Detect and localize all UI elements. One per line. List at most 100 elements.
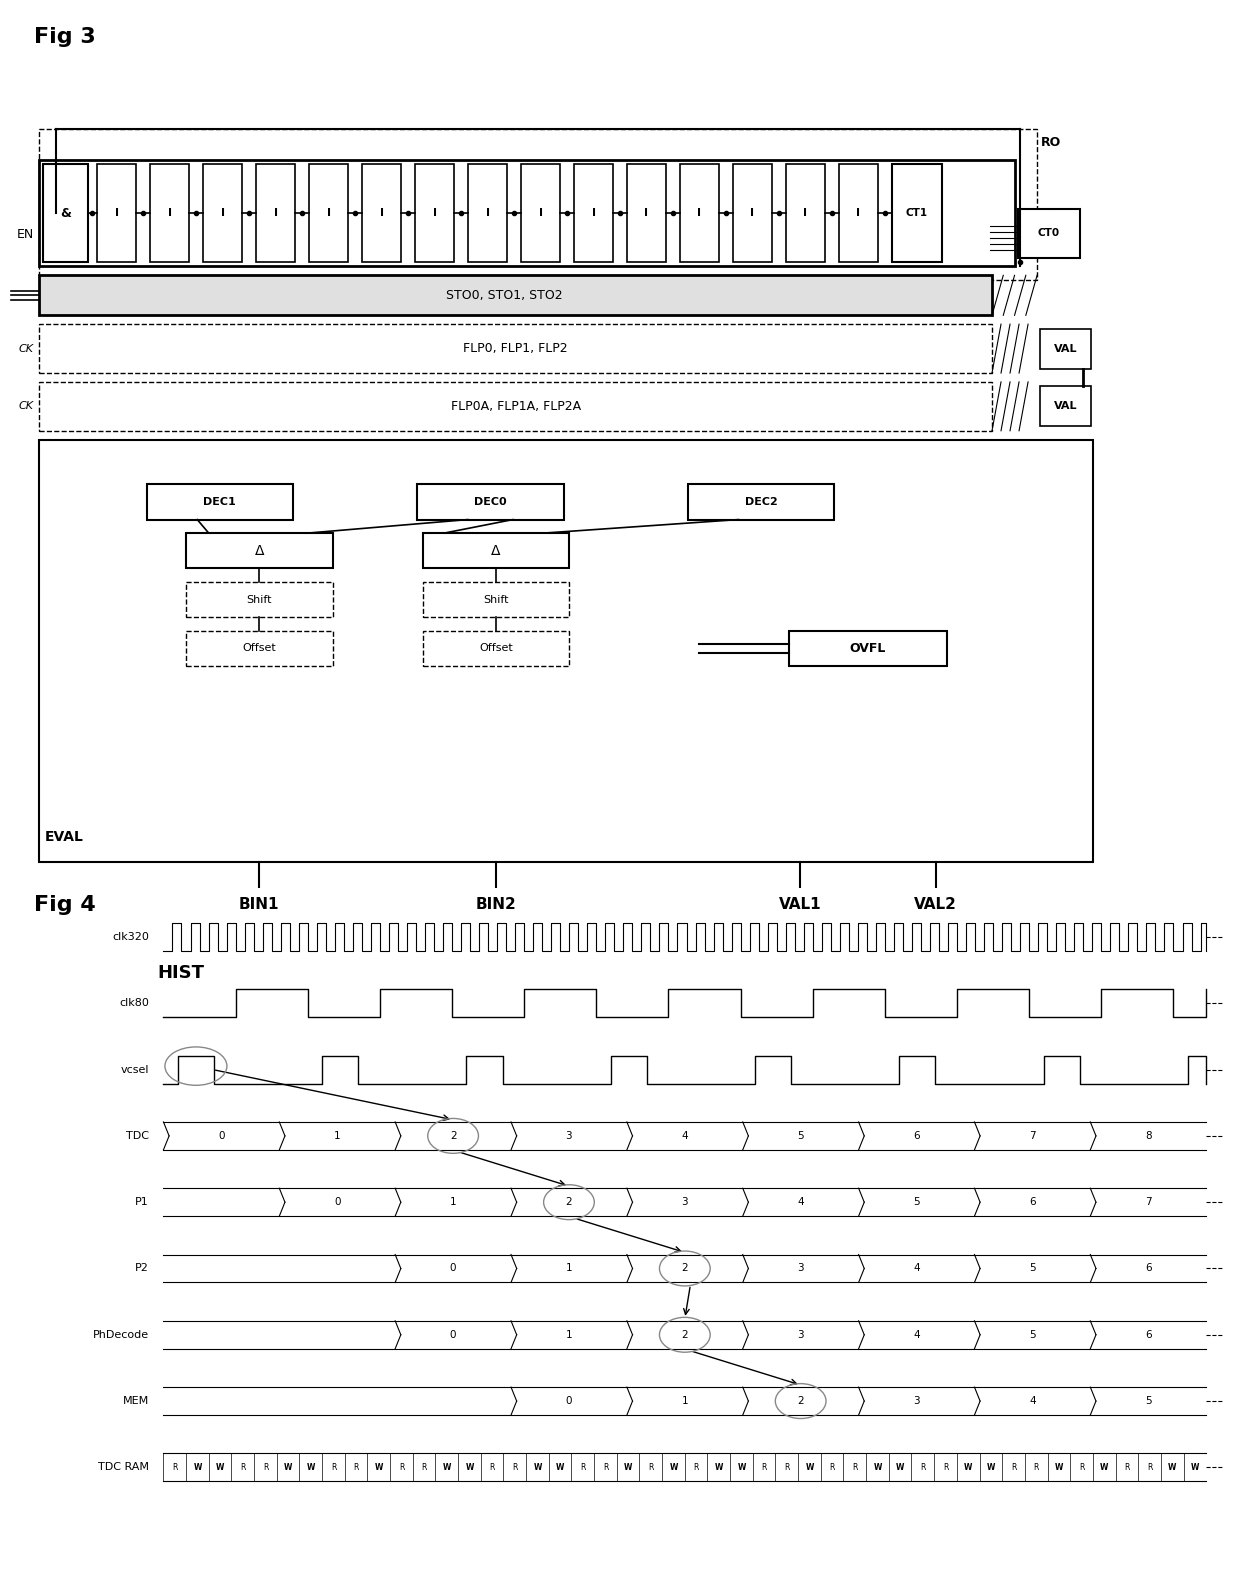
Text: 6: 6 — [913, 1131, 920, 1140]
Text: 6: 6 — [1145, 1329, 1152, 1340]
Bar — [688, 484, 835, 520]
Text: I: I — [645, 208, 649, 219]
Bar — [40, 128, 1037, 279]
Text: R: R — [172, 1462, 177, 1472]
Text: I: I — [857, 208, 861, 219]
Text: CK: CK — [19, 401, 33, 411]
Bar — [40, 439, 1094, 861]
Text: Δ: Δ — [254, 544, 264, 558]
Text: VAL: VAL — [1054, 401, 1078, 411]
Text: R: R — [852, 1462, 858, 1472]
Bar — [40, 160, 1014, 266]
Text: 4: 4 — [1029, 1396, 1035, 1407]
Text: 6: 6 — [1029, 1197, 1035, 1207]
Text: TDC RAM: TDC RAM — [98, 1462, 149, 1472]
Text: 1: 1 — [450, 1197, 456, 1207]
Text: 3: 3 — [797, 1329, 804, 1340]
Text: W: W — [805, 1462, 813, 1472]
Bar — [186, 631, 332, 666]
Text: HIST: HIST — [157, 964, 205, 982]
Text: 2: 2 — [682, 1264, 688, 1274]
Text: P2: P2 — [135, 1264, 149, 1274]
Text: Fig 4: Fig 4 — [33, 895, 95, 915]
Bar — [1040, 387, 1091, 427]
Text: clk80: clk80 — [119, 998, 149, 1009]
Text: 4: 4 — [797, 1197, 804, 1207]
Bar — [1040, 328, 1091, 368]
Text: I: I — [486, 208, 490, 219]
Text: W: W — [465, 1462, 474, 1472]
Text: VAL1: VAL1 — [779, 898, 822, 912]
Text: R: R — [331, 1462, 336, 1472]
Text: 0: 0 — [450, 1264, 456, 1274]
Text: 3: 3 — [565, 1131, 573, 1140]
Text: 5: 5 — [1029, 1264, 1035, 1274]
Text: W: W — [443, 1462, 451, 1472]
Text: R: R — [830, 1462, 835, 1472]
Bar — [186, 533, 332, 568]
Text: 8: 8 — [1145, 1131, 1152, 1140]
Text: I: I — [804, 208, 807, 219]
Text: 4: 4 — [682, 1131, 688, 1140]
Bar — [417, 484, 564, 520]
Text: DEC0: DEC0 — [474, 496, 507, 508]
Text: R: R — [1125, 1462, 1130, 1472]
Text: 1: 1 — [682, 1396, 688, 1407]
Text: R: R — [1011, 1462, 1017, 1472]
Text: W: W — [284, 1462, 293, 1472]
Text: W: W — [987, 1462, 994, 1472]
Text: 3: 3 — [682, 1197, 688, 1207]
Text: BIN1: BIN1 — [239, 898, 279, 912]
Text: 1: 1 — [565, 1329, 573, 1340]
Text: 0: 0 — [565, 1396, 572, 1407]
Text: R: R — [512, 1462, 517, 1472]
Bar — [1018, 209, 1080, 257]
Text: P1: P1 — [135, 1197, 149, 1207]
Text: VAL: VAL — [1054, 344, 1078, 354]
Text: W: W — [306, 1462, 315, 1472]
Text: 3: 3 — [913, 1396, 920, 1407]
Text: I: I — [591, 208, 595, 219]
Text: FLP0A, FLP1A, FLP2A: FLP0A, FLP1A, FLP2A — [450, 400, 580, 412]
Text: 1: 1 — [565, 1264, 573, 1274]
Text: I: I — [326, 208, 331, 219]
Text: 2: 2 — [682, 1329, 688, 1340]
Text: W: W — [963, 1462, 972, 1472]
Text: CT1: CT1 — [906, 208, 928, 219]
Bar — [255, 165, 295, 262]
Bar — [626, 165, 666, 262]
Text: 3: 3 — [797, 1264, 804, 1274]
Bar — [733, 165, 773, 262]
Bar — [838, 165, 878, 262]
Text: 0: 0 — [218, 1131, 224, 1140]
Bar — [789, 631, 947, 666]
Text: R: R — [920, 1462, 925, 1472]
Bar — [423, 533, 569, 568]
Bar — [186, 582, 332, 617]
Text: W: W — [873, 1462, 882, 1472]
Text: 2: 2 — [565, 1197, 573, 1207]
Text: I: I — [750, 208, 754, 219]
Text: R: R — [422, 1462, 427, 1472]
Text: 6: 6 — [1145, 1264, 1152, 1274]
Bar — [415, 165, 454, 262]
Text: Fig 3: Fig 3 — [33, 27, 95, 46]
Text: EN: EN — [16, 228, 33, 241]
Text: 5: 5 — [1145, 1396, 1152, 1407]
Text: PhDecode: PhDecode — [93, 1329, 149, 1340]
Text: R: R — [942, 1462, 949, 1472]
Bar — [892, 165, 942, 262]
Text: R: R — [1147, 1462, 1152, 1472]
Text: I: I — [697, 208, 702, 219]
Text: I: I — [379, 208, 383, 219]
Text: W: W — [216, 1462, 224, 1472]
Text: 4: 4 — [913, 1264, 920, 1274]
Bar — [423, 631, 569, 666]
Text: W: W — [897, 1462, 904, 1472]
Text: DEC1: DEC1 — [203, 496, 236, 508]
Text: R: R — [399, 1462, 404, 1472]
Text: W: W — [1100, 1462, 1109, 1472]
Text: R: R — [263, 1462, 268, 1472]
Bar — [40, 276, 992, 316]
Text: CT0: CT0 — [1038, 228, 1060, 238]
